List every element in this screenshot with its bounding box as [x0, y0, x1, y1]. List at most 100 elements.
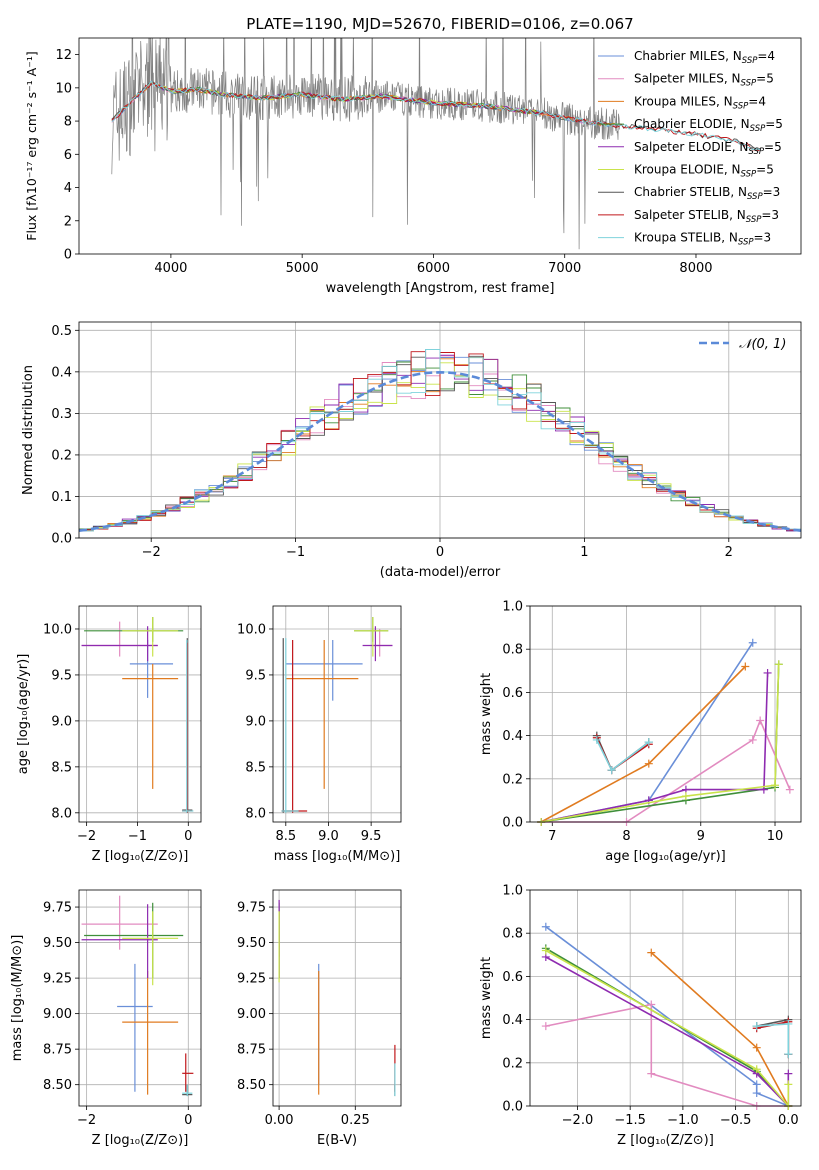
x-tick-label: −2.0: [562, 1113, 594, 1128]
weight-marker: [756, 716, 765, 725]
x-axis-label: age [log₁₀(age/yr)]: [605, 849, 726, 864]
x-tick-label: −1.0: [667, 1113, 699, 1128]
error-bar-point: [81, 626, 158, 662]
y-tick-label: 1.0: [502, 884, 523, 899]
error-bar-point: [81, 904, 158, 979]
x-tick-label: −1: [286, 545, 305, 560]
y-axis-label: Normed distribution: [21, 365, 36, 495]
x-tick-label: 5000: [286, 261, 319, 276]
y-tick-label: 0.5: [51, 324, 72, 339]
y-tick-label: 9.00: [43, 1007, 72, 1022]
weight-line: [756, 1023, 790, 1055]
weight-marker: [644, 759, 653, 768]
y-tick-label: 10: [55, 81, 72, 96]
x-axis-label: Z [log₁₀(Z/Z⊙)]: [92, 849, 189, 864]
error-bar-point: [81, 621, 158, 657]
y-tick-label: 0.6: [502, 970, 523, 985]
axes-frame: [78, 321, 802, 539]
y-tick-label: 0.8: [502, 927, 523, 942]
y-tick-label: 8.75: [43, 1043, 72, 1058]
x-tick-label: −2: [77, 829, 96, 844]
y-tick-label: 9.0: [245, 714, 266, 729]
x-tick-label: −0.5: [720, 1113, 752, 1128]
axes-frame: [272, 605, 402, 823]
y-axis-label: mass [log₁₀(M/M⊙)]: [10, 935, 25, 1062]
weight-marker: [741, 662, 750, 671]
y-tick-label: 4: [64, 181, 72, 196]
weight-marker: [681, 792, 690, 801]
x-tick-label: 0: [436, 545, 444, 560]
series: [541, 922, 793, 1110]
weight-marker: [748, 638, 757, 647]
y-tick-label: 12: [55, 48, 72, 63]
spectrum-data: [111, 38, 761, 250]
legend-entry: Kroupa ELODIE, NSSP=5: [634, 163, 774, 180]
error-bar-point: [354, 617, 389, 657]
x-tick-label: 0: [184, 1113, 192, 1128]
error-bar-point: [84, 902, 184, 979]
axes-spectrum: 4000 5000 6000 7000 8000 0 2 4 6 8 10 12 wavelength …: [24, 37, 802, 296]
weight-line: [540, 664, 780, 823]
x-axis-label: wavelength [Angstrom, rest frame]: [326, 281, 555, 296]
y-tick-label: 0.3: [51, 407, 72, 422]
weight-marker: [784, 1080, 793, 1089]
histogram-step: [79, 351, 801, 531]
y-tick-label: 9.50: [237, 936, 266, 951]
y-tick-label: 1.0: [502, 600, 523, 615]
axes-weight-vs-age: 7 8 9 10 0.0 0.2 0.4 0.6 0.8 1.0 age [log₁₀(age/yr…: [479, 600, 802, 864]
weight-marker: [752, 1043, 761, 1052]
legend-entry: Kroupa STELIB, NSSP=3: [634, 231, 771, 248]
error-bar-point: [117, 963, 153, 1092]
legend-entry: Salpeter ELODIE, NSSP=5: [634, 140, 782, 157]
y-axis-label: mass weight: [479, 673, 494, 755]
weight-line: [756, 1020, 790, 1055]
weight-marker: [771, 781, 780, 790]
error-bar-point: [182, 1053, 194, 1092]
x-axis-label: E(B-V): [317, 1133, 357, 1148]
figure-title: PLATE=1190, MJD=52670, FIBERID=0106, z=0…: [246, 15, 633, 33]
x-tick-label: 0.00: [265, 1113, 294, 1128]
legend: Chabrier MILES, NSSP=4 Salpeter MILES, NS…: [598, 49, 783, 248]
series: [537, 638, 794, 826]
points: [281, 617, 393, 813]
x-tick-label: 9.5: [361, 829, 382, 844]
x-tick-label: 7: [548, 829, 556, 844]
y-tick-label: 0.8: [502, 643, 523, 658]
y-tick-label: 8.50: [237, 1078, 266, 1093]
legend-entry: Kroupa MILES, NSSP=4: [634, 94, 766, 111]
x-tick-label: 1: [580, 545, 588, 560]
weight-marker: [784, 1069, 793, 1078]
y-tick-label: 10.0: [237, 622, 266, 637]
y-tick-label: 0.2: [502, 1056, 523, 1071]
axes-frame: [78, 605, 202, 823]
points: [278, 899, 396, 1097]
axes-mass-vs-Z: −2 0 8.50 8.75 9.00 9.25 9.50 9.75 Z [log₁₀(Z/Z⊙…: [10, 889, 202, 1148]
weight-marker: [748, 735, 757, 744]
y-tick-label: 8.5: [51, 760, 72, 775]
x-tick-label: −1.5: [614, 1113, 646, 1128]
weight-line: [540, 664, 780, 823]
weight-marker: [752, 1065, 761, 1074]
error-bar-point: [129, 640, 174, 698]
error-bar-point: [81, 895, 158, 950]
y-tick-label: 0.4: [502, 729, 523, 744]
y-tick-label: 9.5: [51, 668, 72, 683]
y-tick-label: 10.0: [43, 622, 72, 637]
error-bar-point: [182, 640, 194, 813]
weight-marker: [647, 948, 656, 957]
y-tick-label: 0.2: [51, 448, 72, 463]
weight-marker: [541, 1022, 550, 1031]
weight-line: [545, 949, 790, 1109]
y-tick-label: 0: [64, 248, 72, 263]
x-tick-label: 8: [622, 829, 630, 844]
weight-line: [545, 947, 789, 1107]
x-tick-label: 2: [725, 545, 733, 560]
y-tick-label: 0.6: [502, 686, 523, 701]
model-spectrum-line: [111, 81, 761, 151]
axes-mass-vs-ebv: 0.00 0.25 8.50 8.75 9.00 9.25 9.50 9.75 E(B-V): [237, 889, 402, 1148]
weight-line: [596, 739, 650, 772]
weight-marker: [774, 660, 783, 669]
y-axis-label: age [log₁₀(age/yr)]: [16, 654, 31, 775]
y-axis-label: mass weight: [479, 957, 494, 1039]
y-tick-label: 0.0: [502, 1100, 523, 1115]
